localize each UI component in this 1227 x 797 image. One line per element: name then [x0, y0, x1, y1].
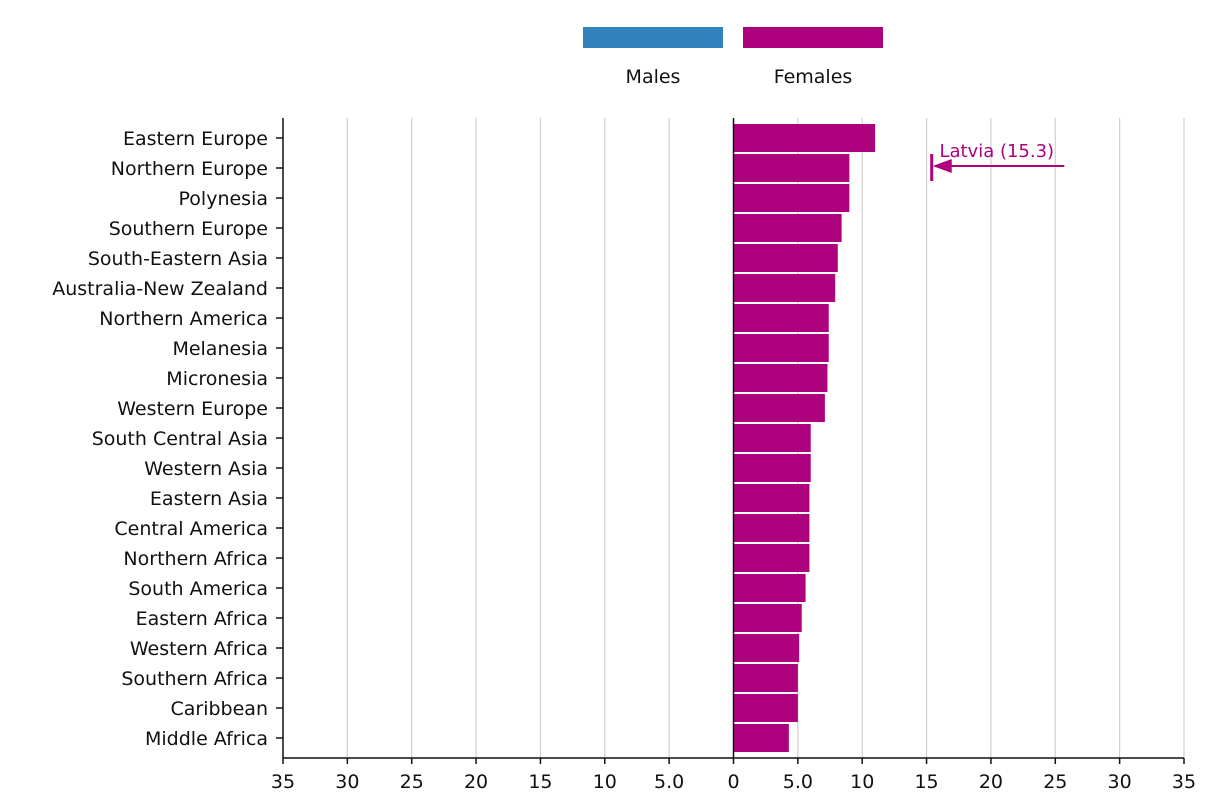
x-tick-label: 20: [464, 771, 488, 793]
legend-label-females: Females: [774, 66, 853, 88]
bar-females: [733, 334, 829, 362]
x-tick-label: 35: [271, 771, 295, 793]
category-label: Eastern Africa: [136, 608, 268, 630]
category-label: Northern Europe: [111, 158, 268, 180]
bar-females: [733, 604, 802, 632]
bar-females: [733, 244, 838, 272]
bar-females: [733, 154, 850, 182]
bar-females: [733, 634, 800, 662]
bar-females: [733, 484, 810, 512]
category-label: Western Asia: [144, 458, 268, 480]
x-tick-label: 15: [914, 771, 938, 793]
category-label: Eastern Europe: [123, 128, 268, 150]
gridlines: [346, 118, 1185, 758]
annotation-arrowhead: [932, 159, 952, 173]
category-label: Micronesia: [166, 368, 268, 390]
x-tick-label: 25: [400, 771, 424, 793]
x-tick-label: 5.0: [783, 771, 813, 793]
legend-swatch-females: [743, 27, 883, 48]
category-labels: Eastern Europe Northern Europe Polynesia So…: [52, 128, 268, 750]
bar-females: [733, 184, 850, 212]
bar-females: [733, 664, 798, 692]
category-label: Caribbean: [171, 698, 269, 720]
bar-females: [733, 304, 829, 332]
category-label: Northern Africa: [123, 548, 268, 570]
x-tick-label: 0: [727, 771, 739, 793]
annotation: Latvia (15.3): [930, 141, 1065, 181]
category-label: Eastern Asia: [150, 488, 268, 510]
bar-females: [733, 694, 798, 722]
bar-females: [733, 724, 789, 752]
bar-females: [733, 424, 811, 452]
bar-females: [733, 124, 876, 152]
category-label: Central America: [114, 518, 268, 540]
x-tick-label: 10: [850, 771, 874, 793]
category-label: Melanesia: [172, 338, 268, 360]
bar-females: [733, 574, 806, 602]
x-tick-label: 10: [593, 771, 617, 793]
bar-females: [733, 514, 810, 542]
x-tick-label: 30: [335, 771, 359, 793]
category-label: Southern Europe: [109, 218, 268, 240]
category-label: Northern America: [99, 308, 268, 330]
category-label: Western Europe: [117, 398, 268, 420]
category-label: Australia-New Zealand: [52, 278, 268, 300]
legend: Males Females: [583, 27, 883, 88]
category-label: South Central Asia: [92, 428, 268, 450]
x-tick-labels: 35 30 25 20 15 10 5.0 0 5.0 10 15 20 25 30 35: [271, 771, 1196, 793]
bar-females: [733, 214, 842, 242]
x-tick-label: 5.0: [654, 771, 684, 793]
x-tick-label: 15: [528, 771, 552, 793]
bar-females: [733, 364, 828, 392]
bar-females: [733, 274, 836, 302]
legend-swatch-males: [583, 27, 723, 48]
annotation-label: Latvia (15.3): [939, 141, 1054, 162]
bar-females: [733, 394, 825, 422]
legend-label-males: Males: [626, 66, 681, 88]
bars: [733, 124, 876, 752]
bar-females: [733, 454, 811, 482]
axes: [276, 118, 1185, 764]
bar-females: [733, 544, 810, 572]
category-label: Middle Africa: [145, 728, 268, 750]
x-tick-label: 20: [979, 771, 1003, 793]
x-tick-label: 35: [1172, 771, 1196, 793]
category-label: Southern Africa: [121, 668, 268, 690]
x-tick-label: 30: [1108, 771, 1132, 793]
x-tick-label: 25: [1043, 771, 1067, 793]
category-label: South-Eastern Asia: [88, 248, 268, 270]
category-label: Western Africa: [130, 638, 268, 660]
category-label: Polynesia: [179, 188, 268, 210]
category-label: South America: [128, 578, 268, 600]
